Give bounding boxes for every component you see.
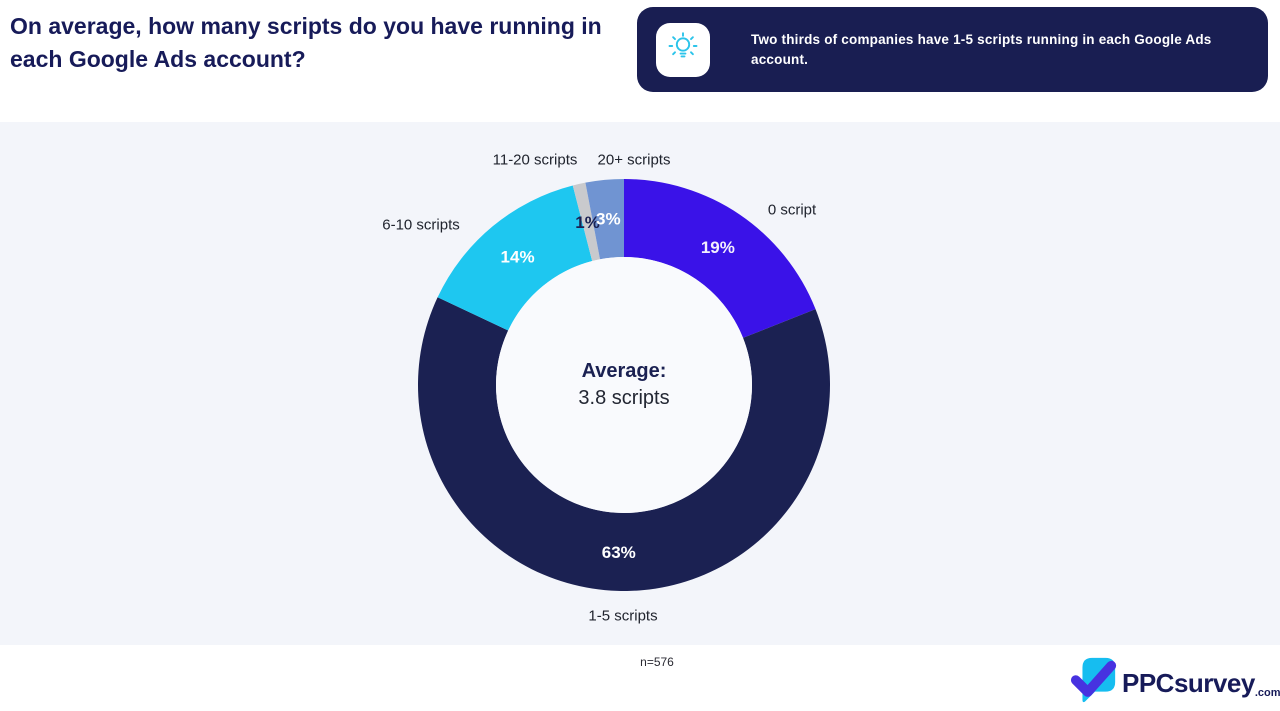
donut-center-label: Average: 3.8 scripts — [578, 358, 669, 412]
insight-callout: Two thirds of companies have 1-5 scripts… — [637, 7, 1268, 92]
slice-label-11-20-scripts: 11-20 scripts — [492, 151, 578, 169]
donut-pct-label-0: 19% — [701, 238, 735, 257]
sample-size: n=576 — [640, 655, 674, 669]
page-title-line-2: each Google Ads account? — [10, 46, 306, 72]
donut-pct-label-2: 14% — [501, 247, 535, 266]
lightbulb-icon — [666, 30, 700, 69]
donut-slice-4 — [585, 179, 624, 260]
ppcsurvey-logo-tld: .com — [1254, 687, 1280, 699]
slice-label-20-plus-scripts: 20+ scripts — [597, 151, 671, 169]
donut-chart: 19% 63% 14% 1%3% — [417, 179, 830, 592]
slice-label-1-5-scripts: 1-5 scripts — [588, 607, 658, 625]
donut-hole — [496, 257, 752, 513]
donut-slice-0 — [624, 179, 816, 338]
average-value: 3.8 scripts — [578, 387, 670, 409]
ppcsurvey-logo-icon — [1070, 656, 1118, 711]
insight-icon-tile — [656, 22, 710, 77]
donut-slice-1 — [417, 297, 830, 592]
donut-slice-3 — [572, 182, 601, 262]
page-title: On average, how many scripts do you have… — [10, 10, 630, 76]
slice-label-0-script: 0 script — [767, 201, 817, 219]
donut-slice-2 — [437, 185, 593, 331]
donut-pct-label-1: 63% — [602, 543, 636, 562]
insight-text-line-2: account. — [751, 51, 809, 67]
ppcsurvey-logo-text: PPCsurvey — [1122, 667, 1255, 698]
page-title-line-1: On average, how many scripts do you have… — [10, 13, 602, 39]
donut-pct-label-4: 3% — [596, 210, 621, 229]
slice-label-6-10-scripts: 6-10 scripts — [382, 216, 460, 234]
ppcsurvey-logo: PPCsurvey .com — [1070, 656, 1280, 711]
average-title: Average: — [581, 360, 667, 382]
insight-text: Two thirds of companies have 1-5 scripts… — [751, 30, 1268, 70]
insight-text-line-1: Two thirds of companies have 1-5 scripts… — [751, 31, 1212, 47]
donut-pct-label-3: 1% — [575, 213, 600, 232]
